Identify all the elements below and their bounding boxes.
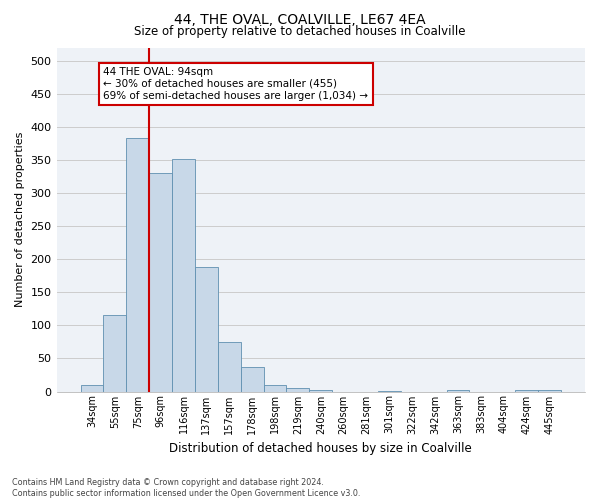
Bar bbox=[538, 390, 561, 392]
Bar bbox=[515, 390, 538, 392]
Text: 44 THE OVAL: 94sqm
← 30% of detached houses are smaller (455)
69% of semi-detach: 44 THE OVAL: 94sqm ← 30% of detached hou… bbox=[103, 68, 368, 100]
Bar bbox=[80, 385, 103, 392]
Text: Contains HM Land Registry data © Crown copyright and database right 2024.
Contai: Contains HM Land Registry data © Crown c… bbox=[12, 478, 361, 498]
Bar bbox=[149, 173, 172, 392]
Bar bbox=[127, 138, 149, 392]
Bar bbox=[103, 316, 127, 392]
Text: 44, THE OVAL, COALVILLE, LE67 4EA: 44, THE OVAL, COALVILLE, LE67 4EA bbox=[174, 12, 426, 26]
Text: Size of property relative to detached houses in Coalville: Size of property relative to detached ho… bbox=[134, 25, 466, 38]
Bar bbox=[218, 342, 241, 392]
Bar bbox=[378, 391, 401, 392]
Bar bbox=[446, 390, 469, 392]
X-axis label: Distribution of detached houses by size in Coalville: Distribution of detached houses by size … bbox=[169, 442, 472, 455]
Bar bbox=[241, 367, 263, 392]
Bar bbox=[195, 267, 218, 392]
Bar bbox=[286, 388, 310, 392]
Bar bbox=[172, 158, 195, 392]
Bar bbox=[310, 390, 332, 392]
Bar bbox=[263, 385, 286, 392]
Y-axis label: Number of detached properties: Number of detached properties bbox=[15, 132, 25, 307]
